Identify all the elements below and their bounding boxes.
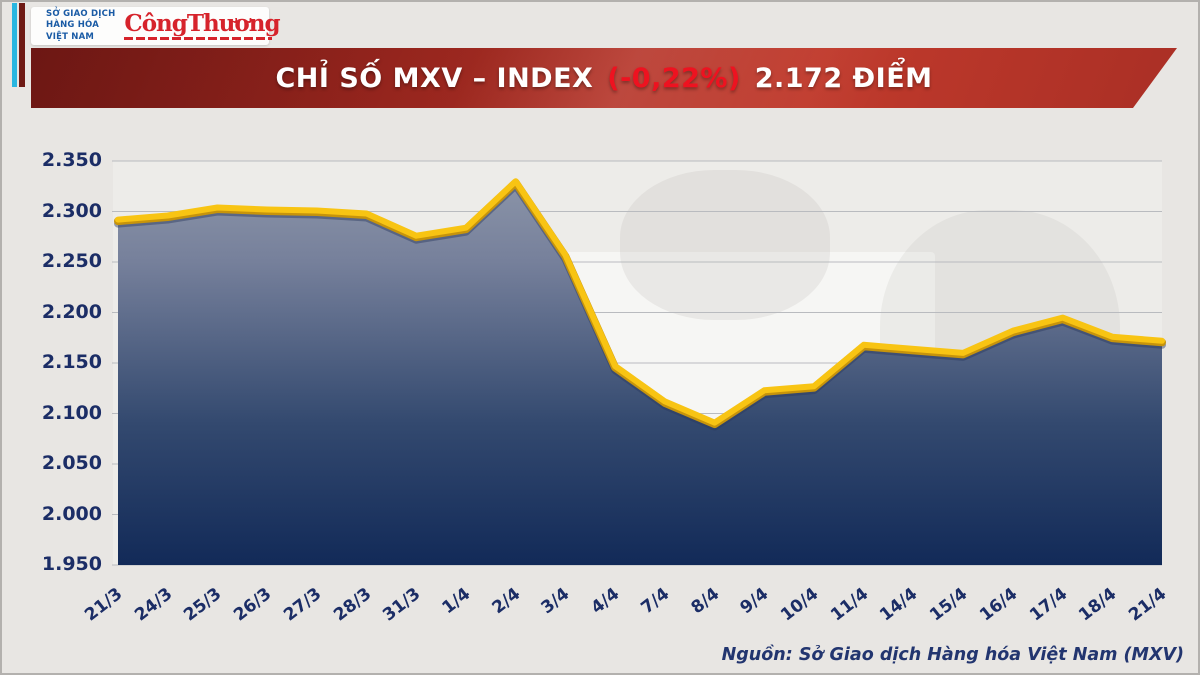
title-change-percent: (-0,22%)	[607, 62, 741, 94]
y-axis-label: 2.200	[41, 300, 102, 323]
left-accent-bar-cyan	[12, 3, 17, 87]
title-points: 2.172 ĐIỂM	[754, 62, 933, 94]
y-axis-label: 2.300	[41, 199, 102, 222]
y-axis-label: 2.150	[41, 351, 102, 373]
page-title: CHỈ SỐ MXV – INDEX (-0,22%) 2.172 ĐIỂM	[275, 63, 932, 94]
left-accent-bar-red	[19, 3, 25, 87]
y-axis-label: 2.350	[41, 149, 102, 171]
congthuong-tagline-bar	[124, 37, 273, 40]
y-axis-label: 2.100	[41, 401, 102, 424]
mxv-logo-line: SỞ GIAO DỊCH	[46, 9, 116, 20]
logo-bar: SỞ GIAO DỊCH HÀNG HÓA VIỆT NAM CôngThươn…	[31, 7, 281, 45]
y-axis-label: 2.000	[41, 502, 102, 525]
congthuong-logo: CôngThương	[124, 10, 281, 40]
y-axis-label: 2.250	[41, 250, 102, 272]
source-credit: Nguồn: Sở Giao dịch Hàng hóa Việt Nam (M…	[721, 645, 1184, 665]
mxv-logo-line: VIỆT NAM	[46, 31, 95, 42]
mxv-logo-text: SỞ GIAO DỊCH HÀNG HÓA VIỆT NAM	[46, 9, 115, 42]
mxv-logo-line: HÀNG HÓA	[46, 20, 100, 31]
congthuong-logo-text: CôngThương	[124, 10, 280, 37]
map-texture-blob	[620, 170, 830, 320]
title-main: CHỈ SỐ MXV – INDEX	[275, 62, 594, 94]
y-axis-label: 2.050	[41, 452, 102, 474]
y-axis-label: 1.950	[41, 553, 102, 575]
title-banner: CHỈ SỐ MXV – INDEX (-0,22%) 2.172 ĐIỂM	[31, 48, 1177, 108]
